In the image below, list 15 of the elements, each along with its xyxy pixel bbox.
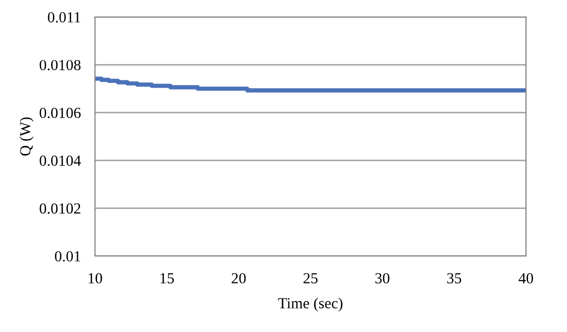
x-tick-label: 30 — [375, 273, 390, 284]
y-tick-label: 0.01 — [54, 251, 80, 262]
x-axis-title: Time (sec) — [278, 298, 342, 312]
x-tick-label: 10 — [88, 273, 102, 284]
y-tick-label: 0.011 — [48, 12, 80, 23]
y-tick-label: 0.0102 — [40, 203, 80, 214]
y-tick-label: 0.0104 — [40, 156, 81, 166]
y-tick-label: 0.0108 — [40, 60, 81, 70]
x-tick-label: 20 — [232, 273, 246, 284]
y-tick-label: 0.0106 — [40, 108, 81, 118]
x-tick-label: 25 — [304, 273, 318, 284]
y-axis-title: Q (W) — [20, 117, 34, 156]
x-tick-label: 40 — [518, 273, 534, 284]
x-tick-label: 35 — [447, 273, 462, 284]
x-tick-label: 15 — [160, 273, 174, 284]
